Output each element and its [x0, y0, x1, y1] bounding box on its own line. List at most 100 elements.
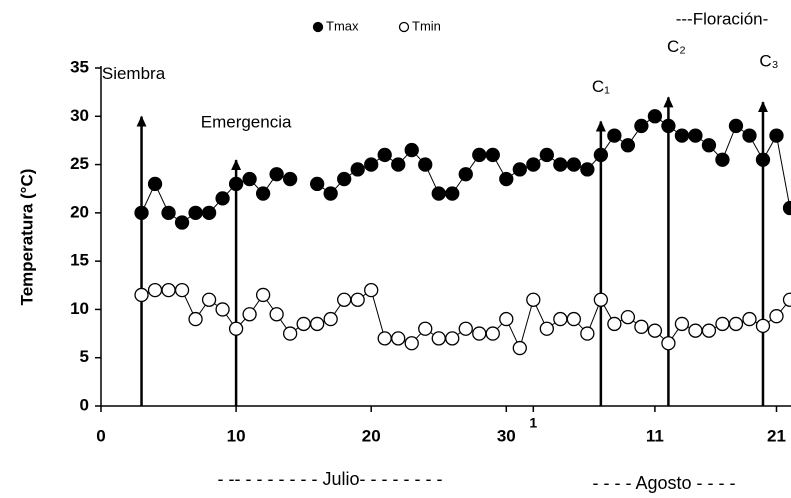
marker: [323, 311, 338, 327]
marker: [539, 147, 554, 163]
marker: [485, 147, 500, 163]
marker: [512, 162, 527, 177]
x-tick-label: 1: [529, 415, 537, 431]
marker: [431, 331, 446, 346]
marker: [782, 200, 791, 216]
marker: [282, 171, 298, 187]
marker: [728, 316, 744, 332]
marker: [580, 162, 595, 177]
marker: [147, 176, 163, 192]
marker: [593, 292, 609, 307]
month-label: - - - - Agosto - - - -: [592, 473, 735, 493]
marker: [445, 331, 460, 346]
marker: [134, 205, 149, 221]
legend-marker: [398, 21, 410, 33]
marker: [228, 321, 244, 336]
annotation-label: C₁: [592, 77, 610, 96]
x-tick-label: 20: [362, 426, 381, 445]
marker: [526, 157, 541, 172]
marker: [377, 147, 392, 163]
annotation-label: Siembra: [102, 64, 166, 83]
marker: [161, 282, 176, 298]
x-tick-label: 30: [497, 426, 516, 445]
legend-label: Tmax: [326, 18, 359, 33]
annotation-label: Emergencia: [201, 113, 292, 132]
marker: [174, 282, 190, 298]
marker: [755, 318, 771, 333]
series-line: [141, 289, 791, 350]
marker: [215, 191, 230, 206]
y-tick-label: 5: [80, 347, 89, 366]
marker: [215, 302, 230, 317]
marker: [458, 167, 473, 182]
marker: [161, 205, 176, 221]
marker: [755, 152, 771, 167]
marker: [566, 311, 581, 327]
marker: [634, 319, 649, 334]
marker: [201, 292, 217, 307]
marker: [404, 336, 419, 351]
annotation-label: C₃: [759, 52, 778, 71]
marker: [458, 321, 473, 336]
marker: [431, 186, 446, 201]
marker: [269, 307, 284, 322]
marker: [499, 171, 514, 187]
marker: [418, 157, 433, 172]
month-label: - -- - - - - - - - Julio- - - - - - - -: [218, 469, 443, 489]
y-axis-label: Temperatura (°C): [17, 169, 36, 306]
marker: [364, 282, 379, 298]
marker: [350, 292, 365, 307]
marker: [404, 142, 419, 158]
marker: [188, 205, 203, 221]
marker: [485, 326, 500, 341]
marker: [499, 311, 514, 327]
marker: [310, 176, 325, 192]
legend-label: Tmin: [412, 18, 441, 33]
legend-marker: [312, 21, 324, 33]
marker: [391, 331, 406, 346]
marker: [782, 292, 791, 307]
marker: [553, 311, 568, 327]
marker: [661, 336, 676, 351]
marker: [674, 316, 690, 332]
y-tick-label: 15: [70, 251, 89, 270]
marker: [147, 282, 163, 298]
marker: [350, 162, 365, 177]
marker: [701, 138, 717, 153]
marker: [769, 128, 784, 143]
x-tick-label: 0: [96, 426, 105, 445]
marker: [539, 321, 554, 336]
y-tick-label: 25: [70, 154, 89, 173]
marker: [472, 326, 487, 341]
marker: [593, 147, 609, 163]
marker: [661, 118, 676, 134]
marker: [769, 309, 784, 324]
marker: [188, 311, 203, 327]
y-tick-label: 35: [70, 57, 89, 76]
marker: [742, 128, 757, 143]
marker: [674, 128, 690, 143]
marker: [701, 323, 717, 338]
marker: [418, 321, 433, 336]
marker: [337, 292, 352, 307]
marker: [728, 118, 744, 134]
marker: [255, 287, 271, 303]
marker: [201, 205, 217, 221]
marker: [620, 310, 636, 325]
marker: [580, 326, 595, 341]
marker: [647, 109, 663, 124]
marker: [688, 128, 703, 143]
marker: [715, 152, 730, 167]
y-tick-label: 20: [70, 202, 89, 221]
x-tick-label: 21: [767, 426, 786, 445]
marker: [445, 186, 460, 201]
x-tick-label: 10: [227, 426, 246, 445]
marker: [255, 186, 271, 201]
marker: [715, 316, 730, 332]
marker: [566, 157, 581, 172]
marker: [242, 171, 257, 187]
marker: [323, 186, 338, 201]
marker: [742, 311, 757, 327]
marker: [242, 307, 257, 322]
